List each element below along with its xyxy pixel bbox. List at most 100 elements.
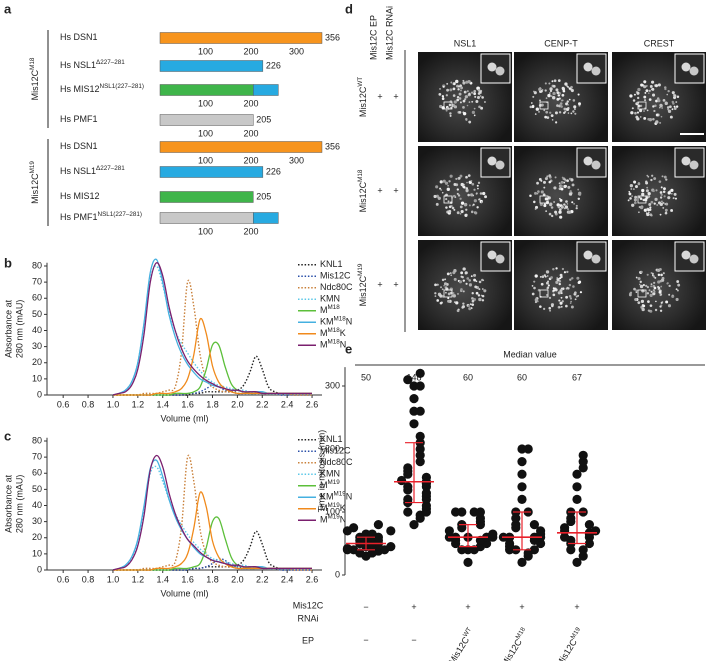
protein-name: Hs PMF1 <box>60 114 98 124</box>
speckle <box>563 184 567 189</box>
speckle <box>456 211 460 215</box>
y-tick-label: 300 <box>325 380 340 390</box>
speckle <box>548 180 552 184</box>
speckle <box>676 280 680 283</box>
x-tick-label: 2.6 <box>306 399 319 409</box>
x-tick-label: 2.0 <box>231 399 244 409</box>
speckle <box>552 287 555 290</box>
speckle <box>538 99 542 102</box>
row-label-part: Mis12C <box>358 86 368 117</box>
data-point <box>403 507 413 517</box>
x-tick-label: 1.8 <box>206 574 219 584</box>
x-tick-label: 2.4 <box>281 574 294 584</box>
speckle <box>462 302 465 305</box>
speckle <box>480 201 483 204</box>
group-label-part: Mis12C <box>30 173 40 204</box>
speckle <box>471 100 474 103</box>
data-point <box>409 419 419 429</box>
domain-bar <box>159 84 254 96</box>
speckle <box>657 99 661 103</box>
speckle <box>544 82 547 85</box>
speckle <box>633 180 637 184</box>
speckle <box>451 206 455 210</box>
y-tick-label: 60 <box>32 468 42 478</box>
speckle <box>634 111 637 115</box>
legend-label-part: KMN <box>320 294 340 304</box>
speckle <box>456 309 460 313</box>
speckle <box>548 296 552 299</box>
condition-value: Mis12CM18 <box>499 626 531 661</box>
speckle <box>638 283 641 286</box>
speckle <box>462 186 466 189</box>
speckle <box>470 210 474 214</box>
speckle <box>529 105 533 109</box>
speckle <box>654 84 659 88</box>
speckle <box>532 95 535 98</box>
speckle <box>647 175 650 178</box>
speckle <box>548 92 551 94</box>
domain-bar <box>253 84 279 96</box>
speckle <box>534 207 537 210</box>
speckle <box>553 201 556 203</box>
speckle <box>553 186 557 190</box>
data-point <box>409 394 419 404</box>
speckle <box>560 180 564 184</box>
speckle <box>473 273 477 277</box>
speckle <box>571 277 573 280</box>
speckle <box>448 180 451 183</box>
speckle <box>534 298 538 302</box>
speckle <box>635 115 639 119</box>
speckle <box>652 117 655 121</box>
legend-label-part: KM <box>320 492 334 502</box>
data-point <box>511 513 521 523</box>
speckle <box>462 111 465 114</box>
legend-label: Ndc80C <box>320 457 353 467</box>
trace <box>113 530 312 571</box>
speckle <box>476 95 480 99</box>
roi-box <box>539 195 549 204</box>
speckle <box>546 175 549 178</box>
speckle <box>666 282 669 285</box>
speckle <box>548 306 552 310</box>
data-point <box>529 545 540 555</box>
speckle <box>629 197 632 200</box>
condition-value: + <box>519 602 524 612</box>
protein-name-part: Hs DSN1 <box>60 32 98 42</box>
data-point <box>409 520 419 530</box>
speckle <box>557 205 561 209</box>
speckle <box>458 97 462 100</box>
speckle <box>459 174 463 178</box>
speckle <box>660 293 663 296</box>
speckle <box>446 272 450 276</box>
speckle <box>465 282 468 285</box>
speckle <box>531 105 535 109</box>
speckle <box>445 206 448 209</box>
data-point <box>421 472 431 482</box>
speckle <box>457 85 461 88</box>
legend-label-part: M <box>320 328 328 338</box>
speckle <box>534 274 538 278</box>
speckle <box>477 294 481 297</box>
data-point <box>560 532 570 542</box>
speckle <box>546 275 549 277</box>
speckle <box>642 283 645 287</box>
legend-label-part: N <box>346 317 353 327</box>
inset-spot <box>583 62 593 72</box>
data-point <box>415 457 425 467</box>
speckle <box>435 194 439 198</box>
speckle <box>563 181 566 184</box>
protein-name: Hs PMF1NSL1(227–281) <box>60 211 142 222</box>
speckle <box>668 293 671 296</box>
condition-value: − <box>363 635 368 645</box>
data-point <box>560 523 570 533</box>
speckle <box>443 284 445 287</box>
speckle <box>453 301 456 304</box>
speckle <box>465 118 468 121</box>
speckle <box>569 190 572 193</box>
trace <box>112 384 312 396</box>
domain-bar <box>159 212 254 224</box>
y-tick-label: 80 <box>32 260 42 270</box>
data-point <box>566 513 576 523</box>
data-point <box>523 444 533 454</box>
